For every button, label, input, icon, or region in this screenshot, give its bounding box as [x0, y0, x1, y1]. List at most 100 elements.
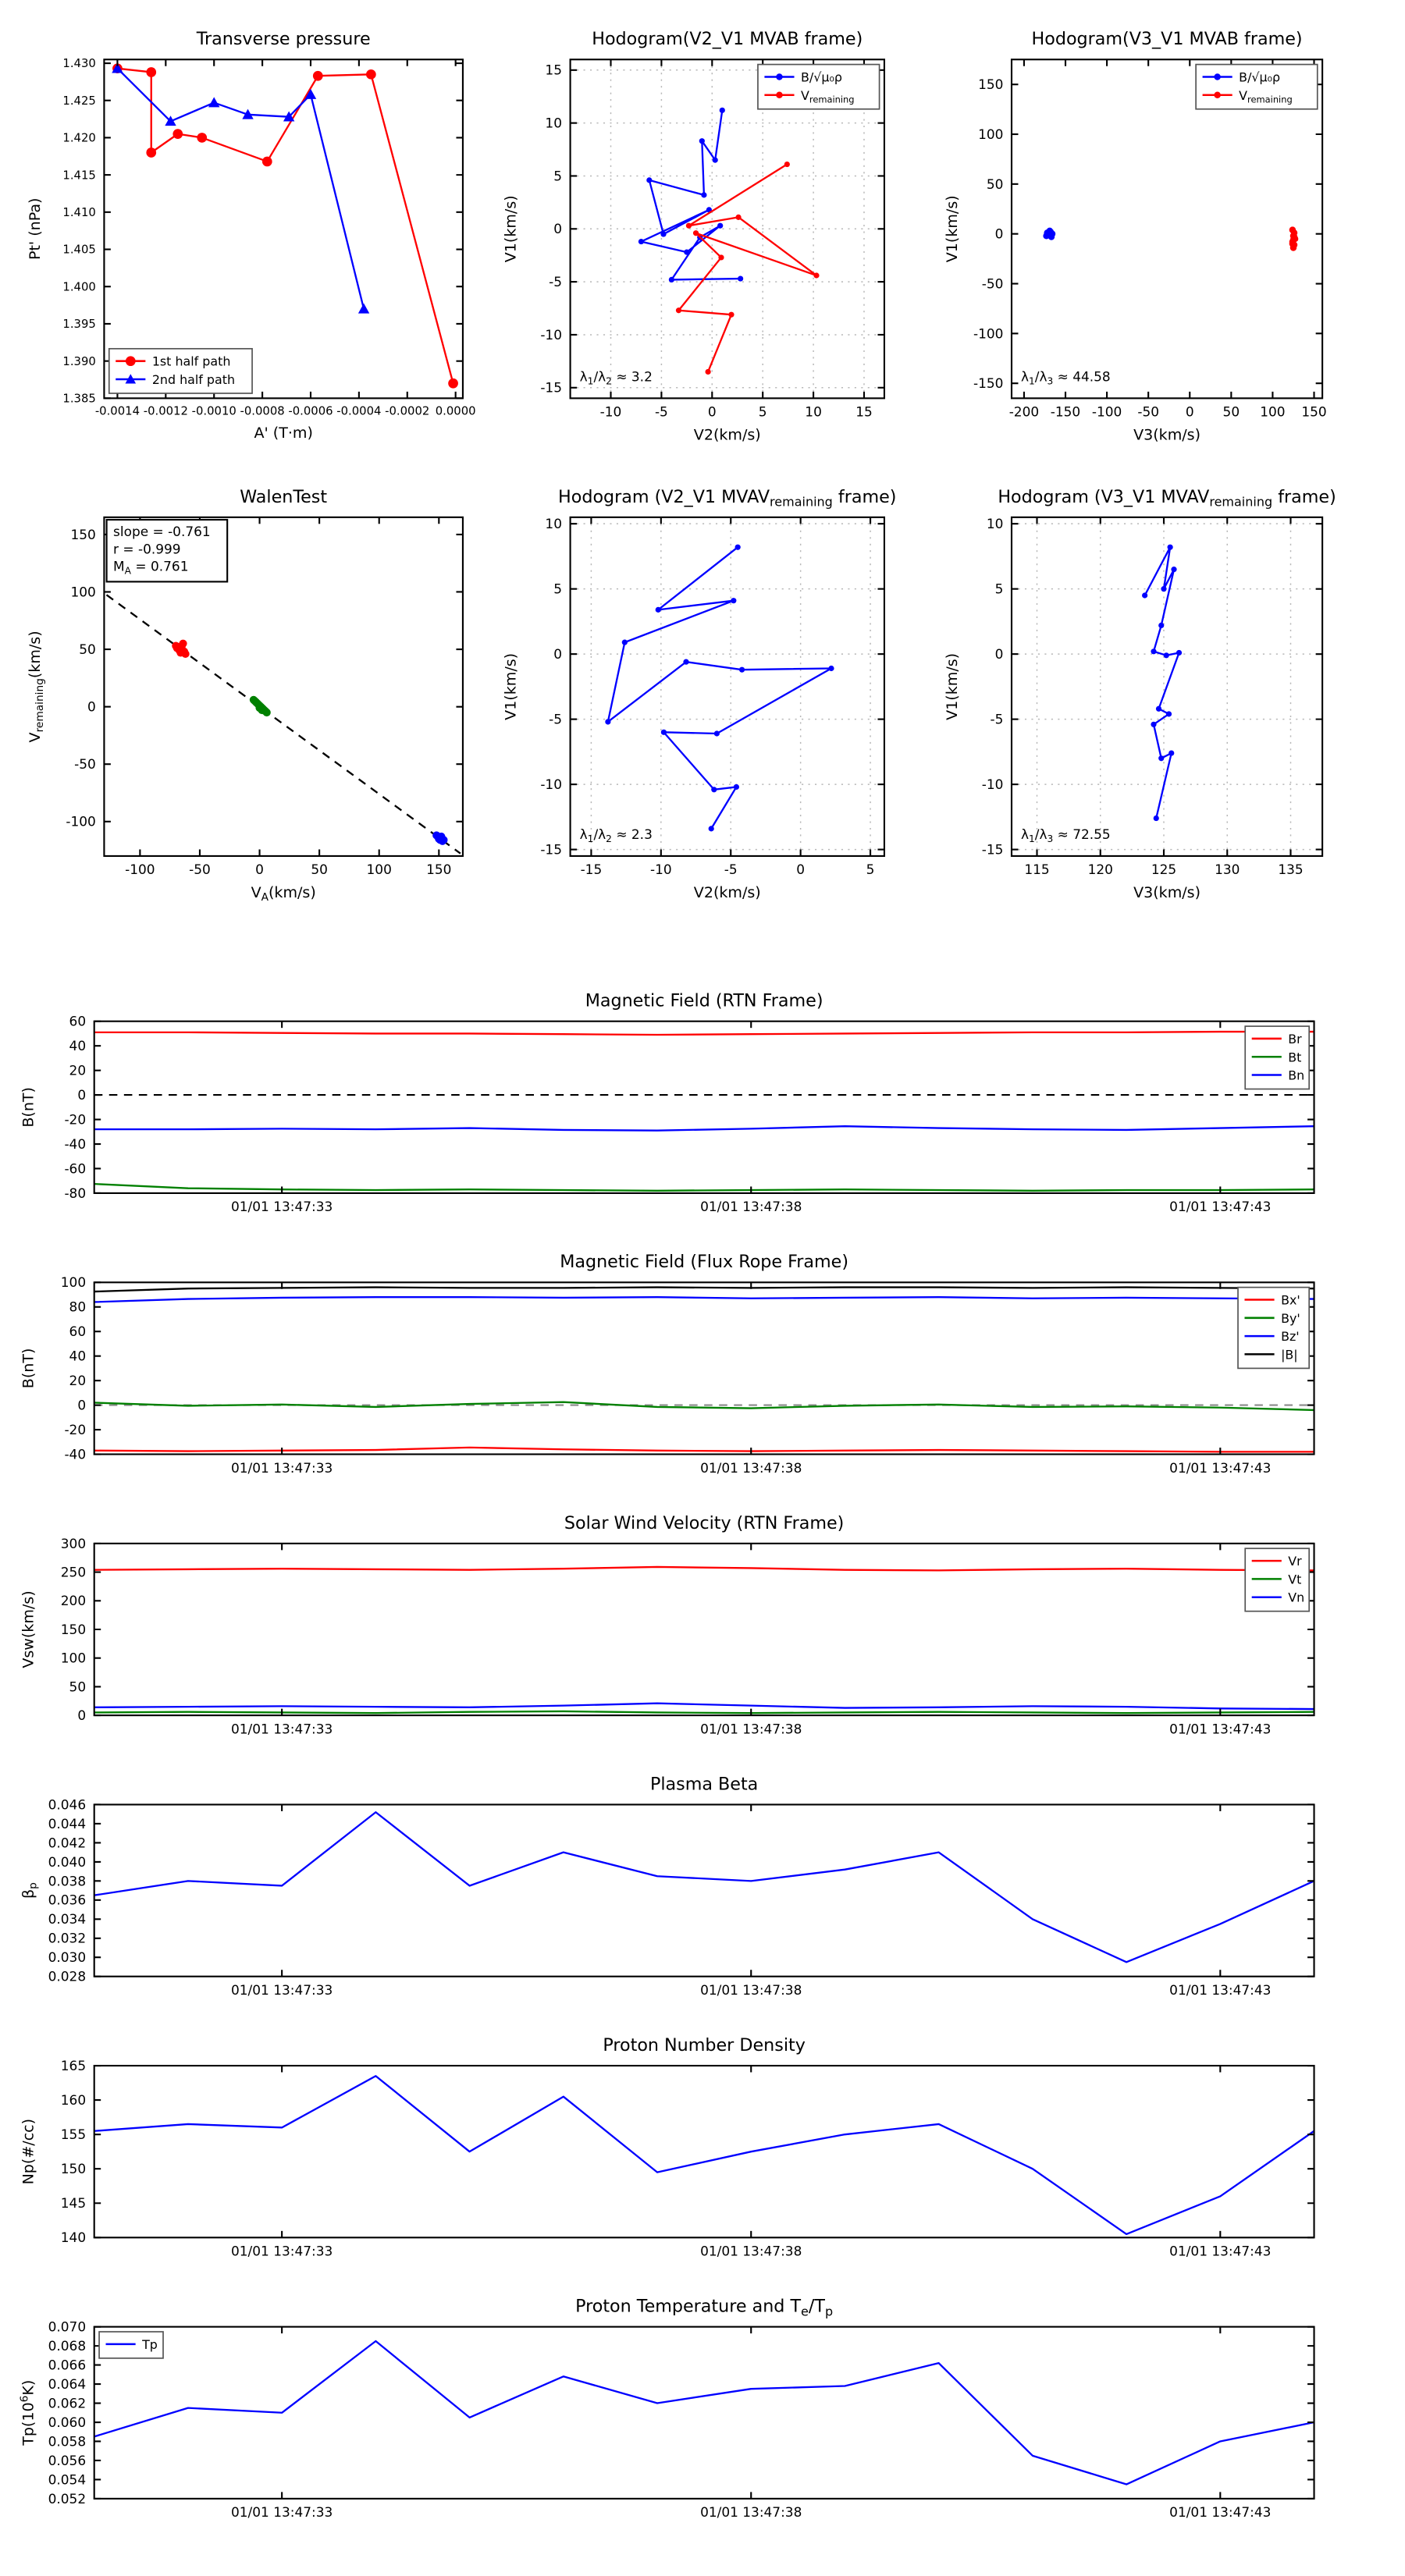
svg-text:Hodogram(V2_V1 MVAB frame): Hodogram(V2_V1 MVAB frame) — [592, 29, 863, 49]
svg-text:-200: -200 — [1009, 404, 1039, 420]
svg-text:155: 155 — [61, 2127, 86, 2142]
svg-text:Transverse pressure: Transverse pressure — [196, 29, 371, 49]
svg-text:5: 5 — [866, 862, 875, 877]
svg-text:0.066: 0.066 — [48, 2357, 86, 2373]
svg-text:20: 20 — [69, 1063, 87, 1078]
svg-text:10: 10 — [805, 404, 822, 420]
svg-text:15: 15 — [855, 404, 873, 420]
plot-hodogram-v3v1-mvab: -200 -150 -100 -50 0 50 100 150 -150 -100 -50 0 50 10… — [934, 10, 1346, 468]
svg-text:0.060: 0.060 — [48, 2414, 86, 2430]
svg-text:0: 0 — [995, 226, 1004, 242]
svg-text:βp: βp — [20, 1882, 39, 1899]
svg-text:-40: -40 — [64, 1446, 86, 1462]
svg-text:0.036: 0.036 — [48, 1892, 86, 1908]
svg-text:VA(km/s): VA(km/s) — [251, 884, 316, 904]
svg-text:Vsw(km/s): Vsw(km/s) — [20, 1590, 37, 1668]
svg-text:0: 0 — [796, 862, 805, 877]
svg-text:10: 10 — [545, 516, 562, 531]
svg-text:1.425: 1.425 — [62, 94, 95, 108]
svg-text:-100: -100 — [1092, 404, 1122, 420]
svg-text:Bx': Bx' — [1281, 1293, 1300, 1308]
svg-text:0: 0 — [77, 1707, 86, 1723]
svg-text:Vn: Vn — [1288, 1590, 1304, 1605]
svg-text:135: 135 — [1278, 862, 1303, 877]
svg-text:01/01 13:47:43: 01/01 13:47:43 — [1169, 2244, 1271, 2259]
svg-text:100: 100 — [367, 862, 392, 877]
svg-text:1.400: 1.400 — [62, 280, 95, 293]
plot-magnetic-field-flux-rope: 01/01 13:47:33 01/01 13:47:38 01/01 13:47:… — [13, 1242, 1356, 1504]
svg-text:115: 115 — [1024, 862, 1049, 877]
svg-text:01/01 13:47:43: 01/01 13:47:43 — [1169, 1460, 1271, 1476]
svg-text:0: 0 — [87, 699, 96, 715]
svg-text:150: 150 — [70, 527, 95, 542]
svg-text:-15: -15 — [540, 842, 562, 858]
svg-text:0.028: 0.028 — [48, 1969, 86, 1984]
plot-solar-wind-velocity: 01/01 13:47:33 01/01 13:47:38 01/01 13:47:… — [13, 1504, 1356, 1765]
svg-text:V2(km/s): V2(km/s) — [694, 884, 761, 901]
svg-text:50: 50 — [69, 1679, 87, 1694]
svg-text:-80: -80 — [64, 1185, 86, 1201]
svg-text:60: 60 — [69, 1014, 87, 1029]
svg-text:Proton Number Density: Proton Number Density — [603, 2035, 806, 2055]
svg-text:-50: -50 — [982, 275, 1004, 291]
svg-text:Np(#/cc): Np(#/cc) — [20, 2119, 37, 2185]
svg-text:165: 165 — [61, 2058, 86, 2073]
svg-text:-50: -50 — [189, 862, 211, 877]
svg-text:-15: -15 — [540, 380, 562, 396]
svg-text:-0.0008: -0.0008 — [240, 405, 285, 418]
svg-text:0.062: 0.062 — [48, 2395, 86, 2411]
svg-text:0.0000: 0.0000 — [436, 405, 476, 418]
svg-text:Plasma Beta: Plasma Beta — [650, 1774, 758, 1794]
svg-text:-10: -10 — [982, 776, 1004, 792]
svg-text:-5: -5 — [549, 712, 562, 727]
svg-text:01/01 13:47:33: 01/01 13:47:33 — [231, 2244, 333, 2259]
svg-text:0.034: 0.034 — [48, 1911, 86, 1927]
svg-text:160: 160 — [61, 2092, 86, 2108]
svg-text:slope = -0.761: slope = -0.761 — [113, 524, 211, 539]
svg-text:140: 140 — [61, 2230, 86, 2245]
svg-text:-20: -20 — [64, 1422, 86, 1437]
svg-text:50: 50 — [987, 176, 1004, 192]
svg-text:10: 10 — [545, 115, 562, 131]
svg-text:10: 10 — [987, 516, 1004, 531]
svg-text:150: 150 — [1301, 404, 1326, 420]
svg-text:0.042: 0.042 — [48, 1835, 86, 1850]
svg-text:1.385: 1.385 — [62, 393, 95, 406]
svg-text:-50: -50 — [1137, 404, 1159, 420]
svg-text:MA = 0.761: MA = 0.761 — [113, 559, 188, 577]
svg-text:0: 0 — [553, 646, 562, 662]
svg-text:1st half path: 1st half path — [152, 354, 231, 369]
svg-text:01/01 13:47:33: 01/01 13:47:33 — [231, 1460, 333, 1476]
svg-text:-20: -20 — [64, 1111, 86, 1127]
svg-text:0.044: 0.044 — [48, 1816, 86, 1832]
svg-text:0: 0 — [553, 221, 562, 236]
svg-text:|B|: |B| — [1281, 1347, 1298, 1362]
svg-text:5: 5 — [553, 168, 562, 183]
svg-text:Vremaining: Vremaining — [801, 88, 855, 105]
plot-hodogram-v3v1-mvav: 115 120 125 130 135 -15 -10 -5 0 5 10 Hodogram (V3_… — [934, 467, 1346, 926]
svg-text:Br: Br — [1288, 1032, 1302, 1046]
svg-text:01/01 13:47:38: 01/01 13:47:38 — [700, 1721, 802, 1736]
svg-text:B/√μ₀ρ: B/√μ₀ρ — [801, 70, 842, 85]
svg-text:-5: -5 — [549, 274, 562, 290]
svg-text:5: 5 — [995, 581, 1004, 597]
svg-text:-150: -150 — [1051, 404, 1080, 420]
svg-text:-10: -10 — [540, 776, 562, 792]
svg-text:V1(km/s): V1(km/s) — [503, 653, 520, 720]
svg-text:50: 50 — [311, 862, 328, 877]
svg-text:-0.0014: -0.0014 — [95, 405, 140, 418]
svg-text:Magnetic Field (RTN Frame): Magnetic Field (RTN Frame) — [585, 991, 823, 1011]
svg-text:A' (T·m): A' (T·m) — [254, 425, 312, 442]
svg-text:100: 100 — [61, 1274, 86, 1290]
svg-text:WalenTest: WalenTest — [240, 487, 327, 507]
svg-text:0.038: 0.038 — [48, 1873, 86, 1888]
svg-text:5: 5 — [553, 581, 562, 597]
svg-text:0.032: 0.032 — [48, 1931, 86, 1946]
svg-text:Vt: Vt — [1288, 1572, 1301, 1586]
svg-text:-0.0002: -0.0002 — [385, 405, 429, 418]
svg-text:100: 100 — [70, 584, 95, 599]
svg-text:100: 100 — [61, 1650, 86, 1666]
svg-text:15: 15 — [545, 62, 562, 78]
svg-text:01/01 13:47:43: 01/01 13:47:43 — [1169, 2504, 1271, 2520]
plot-walen-test: -100 -50 0 50 100 150 -100 -50 0 50 100 150 WalenTes… — [13, 467, 496, 926]
